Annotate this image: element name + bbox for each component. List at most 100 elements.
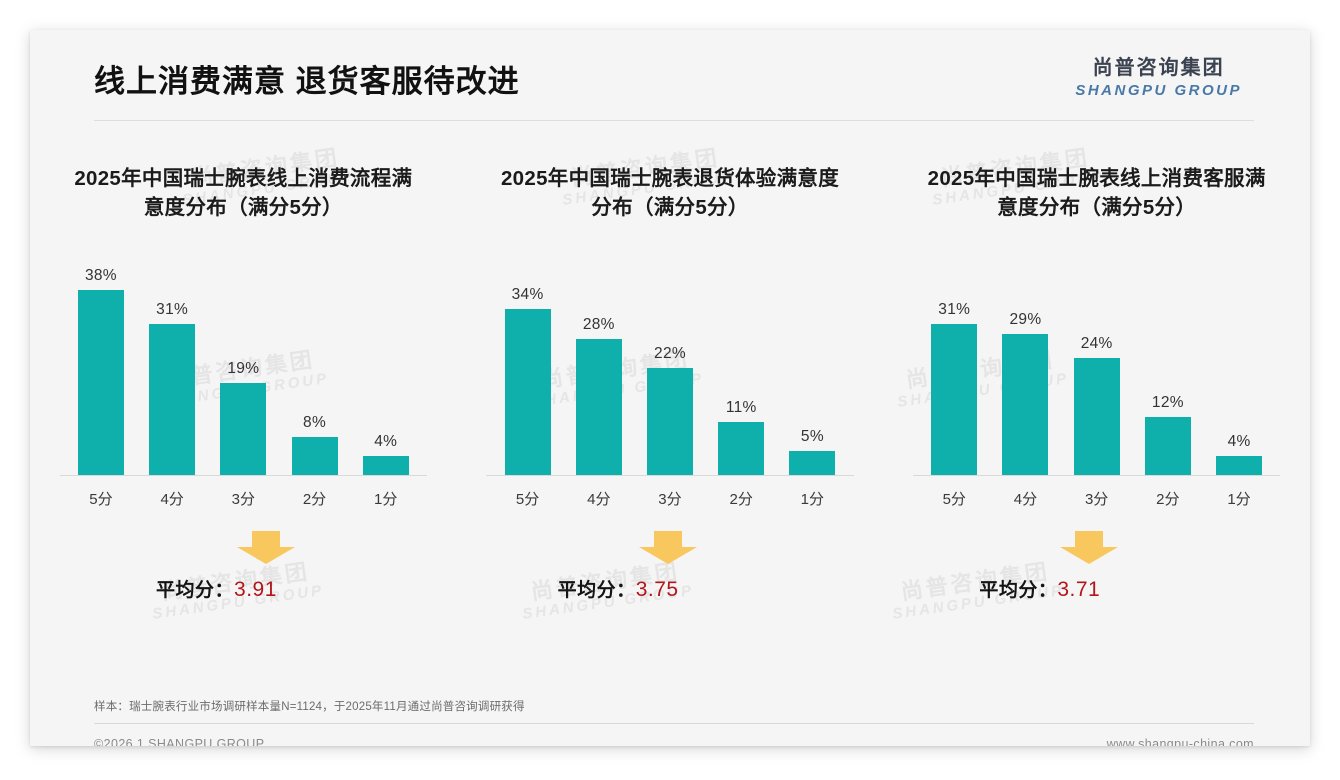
bar-rect [504, 309, 551, 477]
x-tick-label: 4分 [587, 491, 611, 509]
average-label: 平均分： [557, 580, 636, 602]
bar-rect [575, 339, 622, 477]
x-tick-label: 1分 [1227, 491, 1251, 509]
logo-english-text: SHANGPU GROUP [1075, 82, 1242, 99]
chart-title-3: 2025年中国瑞士腕表线上消费客服满意度分布（满分5分） [927, 167, 1266, 220]
bar-value-label: 12% [1151, 394, 1184, 412]
bar-chart-1: 38% 31% 19% 8% [46, 244, 441, 477]
bar-rect [362, 456, 409, 477]
bar-value-label: 22% [654, 345, 686, 363]
x-tick-label: 3分 [1084, 491, 1109, 509]
bar-item: 28% [568, 244, 631, 477]
x-axis-labels-2: 5分 4分 3分 2分 1分 [473, 476, 868, 509]
x-tick-label: 4分 [1013, 491, 1038, 509]
bar-chart-3: 31% 29% 24% 12% [899, 244, 1294, 477]
bar-group-3: 31% 29% 24% 12% [923, 244, 1271, 477]
bar-value-label: 24% [1080, 335, 1113, 353]
charts-row: 2025年中国瑞士腕表线上消费流程满意度分布（满分5分） 38% 31% 19% [30, 126, 1310, 686]
bar-rect [1216, 456, 1263, 477]
page-title: 线上消费满意 退货客服待改进 [94, 64, 520, 99]
bar-item: 4% [1208, 244, 1271, 477]
bar-item: 31% [141, 244, 204, 477]
x-tick-label: 2分 [302, 491, 327, 509]
bar-value-label: 11% [725, 399, 757, 417]
x-tick-label: 1分 [374, 491, 398, 509]
bar-value-label: 19% [227, 360, 260, 378]
x-axis-labels-3: 5分 4分 3分 2分 1分 [899, 476, 1294, 509]
average-value: 3.71 [1057, 578, 1101, 602]
chart-column-1: 2025年中国瑞士腕表线上消费流程满意度分布（满分5分） 38% 31% 19% [30, 126, 457, 686]
bar-value-label: 31% [938, 301, 971, 319]
x-tick-label: 3分 [658, 491, 682, 509]
bar-value-label: 4% [374, 433, 398, 451]
chart-column-3: 2025年中国瑞士腕表线上消费客服满意度分布（满分5分） 31% 29% 24% [883, 126, 1310, 686]
x-tick-label: 5分 [89, 491, 113, 509]
bar-value-label: 8% [303, 414, 327, 432]
bar-item: 11% [710, 244, 773, 477]
chart-title-2: 2025年中国瑞士腕表退货体验满意度分布（满分5分） [500, 167, 839, 220]
x-tick-label: 2分 [1156, 491, 1180, 509]
average-label: 平均分： [156, 580, 235, 602]
bar-value-label: 29% [1009, 311, 1042, 329]
bar-value-label: 34% [511, 286, 544, 304]
bar-rect [718, 422, 765, 477]
bar-value-label: 38% [84, 267, 117, 285]
bar-rect [931, 324, 978, 477]
x-axis-line [59, 475, 427, 477]
footnote-divider [94, 723, 1254, 724]
footnote-area: 样本：瑞士腕表行业市场调研样本量N=1124，于2025年11月通过尚普咨询调研… [94, 698, 1254, 724]
x-tick-label: 5分 [515, 491, 540, 509]
x-axis-line [913, 475, 1281, 477]
average-label: 平均分： [979, 580, 1058, 602]
bar-value-label: 5% [800, 428, 824, 446]
average-callout-2: 平均分：3.75 [473, 531, 868, 621]
bar-rect [647, 368, 693, 477]
bar-rect [149, 324, 196, 477]
x-axis-line [486, 475, 854, 477]
average-callout-3: 平均分：3.71 [899, 531, 1294, 621]
bar-group-2: 34% 28% 22% 11% [496, 244, 843, 477]
bar-item: 8% [283, 244, 346, 477]
down-arrow-icon [638, 531, 698, 565]
bar-group-1: 38% 31% 19% 8% [70, 244, 417, 477]
bar-value-label: 28% [582, 316, 615, 334]
down-arrow-icon [1059, 531, 1119, 565]
x-tick-label: 2分 [729, 491, 753, 509]
bar-value-label: 31% [156, 301, 189, 319]
bar-item: 38% [70, 244, 133, 477]
average-score-text: 平均分：3.91 [156, 575, 277, 602]
bar-item: 29% [994, 244, 1057, 477]
average-value: 3.75 [635, 578, 679, 602]
chart-column-2: 2025年中国瑞士腕表退货体验满意度分布（满分5分） 34% 28% 22% [457, 126, 884, 686]
bar-item: 22% [639, 244, 702, 477]
header-divider [94, 120, 1254, 121]
average-score-text: 平均分：3.71 [979, 575, 1100, 602]
x-tick-label: 3分 [231, 491, 255, 509]
slide-footer: ©2026.1 SHANGPU GROUP www.shangpu-china.… [94, 737, 1254, 746]
bar-item: 19% [212, 244, 275, 477]
website-link[interactable]: www.shangpu-china.com [1106, 737, 1254, 746]
bar-rect [1144, 417, 1191, 477]
bar-rect [1002, 334, 1049, 477]
average-callout-1: 平均分：3.91 [46, 531, 441, 621]
sample-note: 样本：瑞士腕表行业市场调研样本量N=1124，于2025年11月通过尚普咨询调研… [94, 701, 525, 713]
bar-item: 4% [354, 244, 417, 477]
average-value: 3.91 [234, 578, 277, 602]
slide-header: 线上消费满意 退货客服待改进 尚普咨询集团 SHANGPU GROUP [30, 30, 1310, 121]
bar-item: 31% [923, 244, 986, 477]
bar-value-label: 4% [1227, 433, 1251, 451]
bar-rect [220, 383, 267, 477]
x-axis-labels-1: 5分 4分 3分 2分 1分 [46, 476, 441, 509]
bar-item: 34% [496, 244, 559, 477]
x-tick-label: 4分 [160, 491, 184, 509]
bar-rect [291, 437, 338, 477]
average-score-text: 平均分：3.75 [558, 575, 679, 602]
brand-logo: 尚普咨询集团 SHANGPU GROUP [1075, 58, 1242, 98]
logo-chinese-text: 尚普咨询集团 [1092, 57, 1225, 79]
bar-rect [77, 290, 124, 477]
bar-rect [789, 451, 836, 477]
bar-item: 12% [1137, 244, 1200, 477]
copyright-text: ©2026.1 SHANGPU GROUP [94, 737, 265, 746]
bar-rect [1073, 358, 1120, 477]
x-tick-label: 5分 [942, 491, 966, 509]
